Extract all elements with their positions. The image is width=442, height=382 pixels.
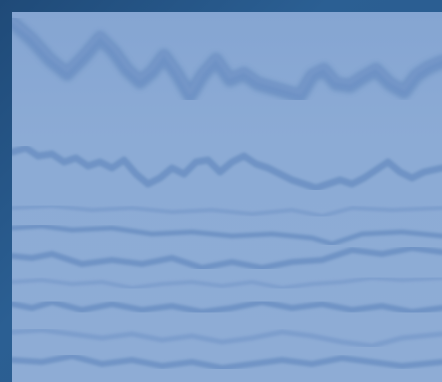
wavy-lines-graphic xyxy=(12,12,442,382)
wave-band-1 xyxy=(12,15,442,103)
wave-line-6 xyxy=(12,275,442,291)
texture-overlay xyxy=(12,12,442,382)
wave-line-5 xyxy=(12,244,442,272)
wave-line-4 xyxy=(12,223,442,247)
wave-band-1-core xyxy=(12,17,442,95)
wave-line-7 xyxy=(12,298,442,316)
wave-line-3 xyxy=(12,203,442,219)
wave-line-2 xyxy=(12,144,442,192)
pattern-panel xyxy=(12,12,442,382)
wave-line-8 xyxy=(12,327,442,349)
wave-line-9 xyxy=(12,352,442,372)
